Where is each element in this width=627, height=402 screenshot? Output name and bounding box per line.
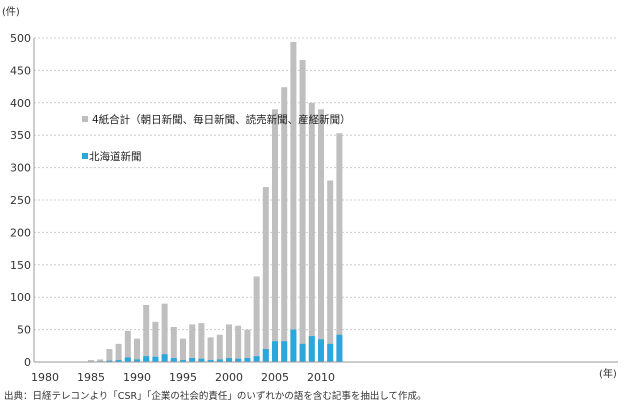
- y-tick-label: 150: [10, 259, 31, 272]
- bar-hokkaido: [336, 334, 343, 362]
- y-tick-label: 500: [10, 32, 31, 45]
- bar-4-papers: [216, 334, 223, 362]
- bar-4-papers: [308, 102, 315, 363]
- bar-4-papers: [180, 338, 186, 362]
- bar-4-papers: [299, 60, 306, 362]
- bar-4-papers: [336, 133, 343, 362]
- bar-4-papers: [272, 109, 278, 362]
- y-tick-label: 400: [10, 97, 31, 110]
- y-tick-label: 300: [10, 162, 31, 175]
- series-hokkaido: [97, 329, 343, 362]
- y-axis-unit: (件): [2, 6, 20, 18]
- gridlines: [34, 37, 618, 331]
- bar-series: [88, 41, 343, 363]
- bar-hokkaido: [134, 359, 140, 362]
- x-axis-ticks: 1980 1985 1990 1995 2000 2005 2010: [31, 371, 335, 384]
- bar-4-papers: [152, 321, 159, 362]
- legend-label-hokkaido: 北海道新聞: [89, 150, 142, 163]
- bar-hokkaido: [272, 341, 278, 362]
- bar-4-papers: [253, 276, 260, 362]
- bar-4-papers: [327, 180, 334, 362]
- bar-hokkaido: [318, 339, 324, 362]
- bar-4-papers: [235, 325, 242, 362]
- legend-label-4-papers: 4紙合計（朝日新聞、毎日新聞、読売新聞、産経新聞）: [92, 113, 351, 126]
- bar-4-papers: [281, 87, 288, 363]
- bar-hokkaido: [253, 356, 260, 362]
- bar-hokkaido: [189, 358, 196, 362]
- y-tick-label: 200: [10, 226, 31, 239]
- y-tick-label: 350: [10, 129, 31, 142]
- bar-4-papers: [170, 327, 177, 362]
- y-tick-label: 450: [10, 64, 31, 77]
- bar-4-papers: [97, 359, 104, 362]
- y-tick-label: 250: [10, 194, 31, 207]
- bar-hokkaido: [327, 343, 334, 362]
- bar-4-papers: [106, 349, 113, 362]
- bar-4-papers: [207, 337, 214, 362]
- bar-4-papers: [318, 109, 324, 362]
- source-note: 出典：日経テレコンより「CSR」「企業の社会的責任」のいずれかの語を含む記事を抽…: [4, 391, 427, 402]
- x-tick-label: 1985: [77, 371, 105, 384]
- bar-hokkaido: [244, 358, 251, 362]
- bar-4-papers: [161, 303, 168, 362]
- bar-hokkaido: [143, 356, 150, 362]
- x-tick-label: 1980: [31, 371, 59, 384]
- bar-4-papers: [244, 329, 251, 362]
- y-axis-ticks: 0 50 100 150 200 250 300 350 400 450 500: [10, 32, 31, 369]
- x-tick-label: 1990: [123, 371, 151, 384]
- bar-4-papers: [198, 323, 205, 362]
- y-tick-label: 50: [17, 324, 31, 337]
- bar-hokkaido: [106, 360, 113, 362]
- legend-swatch-4-papers: [82, 116, 88, 122]
- bar-hokkaido: [152, 356, 159, 362]
- bar-4-papers: [189, 324, 196, 362]
- bar-4-papers: [226, 324, 232, 362]
- bar-4-papers: [262, 187, 269, 362]
- bar-hokkaido: [235, 358, 242, 362]
- x-tick-label: 2000: [215, 371, 243, 384]
- bar-hokkaido: [281, 341, 288, 362]
- bar-hokkaido: [207, 360, 214, 362]
- y-tick-label: 0: [24, 356, 31, 369]
- bar-hokkaido: [115, 360, 122, 362]
- x-tick-label: 2005: [261, 371, 289, 384]
- x-tick-label: 2010: [307, 371, 335, 384]
- bar-4-papers: [134, 338, 140, 362]
- bar-hokkaido: [170, 358, 177, 362]
- bar-hokkaido: [299, 343, 306, 362]
- y-tick-label: 100: [10, 291, 31, 304]
- bar-hokkaido: [161, 354, 168, 362]
- bar-4-papers: [290, 41, 297, 362]
- x-tick-label: 1995: [169, 371, 197, 384]
- legend: 4紙合計（朝日新聞、毎日新聞、読売新聞、産経新聞） 北海道新聞: [82, 113, 351, 163]
- bar-hokkaido: [180, 360, 186, 362]
- bar-4-papers: [143, 304, 150, 362]
- bar-hokkaido: [198, 358, 205, 362]
- bar-hokkaido: [124, 357, 131, 362]
- legend-swatch-hokkaido: [82, 153, 88, 159]
- bar-hokkaido: [308, 336, 315, 362]
- series-4-papers: [88, 41, 343, 363]
- bar-hokkaido: [216, 359, 223, 362]
- bar-4-papers: [124, 330, 131, 362]
- bar-4-papers: [88, 360, 94, 362]
- bar-4-papers: [115, 343, 122, 362]
- bar-hokkaido: [290, 329, 297, 362]
- bar-hokkaido: [262, 349, 269, 362]
- x-axis-unit: (年): [599, 367, 617, 380]
- bar-hokkaido: [226, 358, 232, 362]
